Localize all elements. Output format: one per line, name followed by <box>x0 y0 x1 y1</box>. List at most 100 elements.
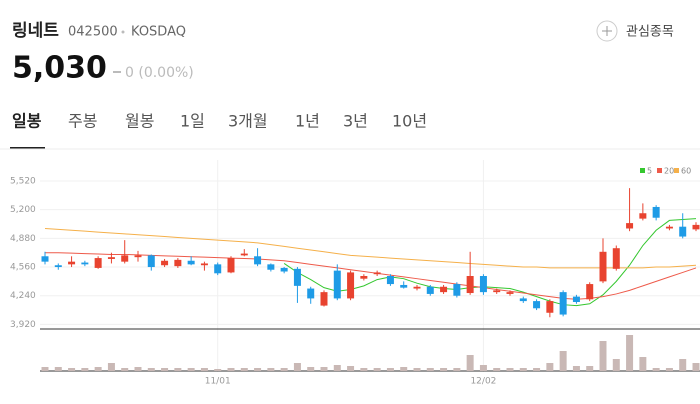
volume-bar <box>227 368 235 371</box>
candle-body <box>440 286 448 293</box>
candle-body <box>506 292 514 294</box>
y-tick-label: 3,920 <box>10 320 36 330</box>
stock-code: 042500 <box>68 25 118 40</box>
volume-bar <box>280 368 288 371</box>
tabs: 일봉 주봉 월봉 1일 3개월 1년 3년 10년 <box>12 112 427 131</box>
candle-body <box>187 260 195 265</box>
candle-body <box>466 276 474 294</box>
ma-line <box>44 227 697 269</box>
legend-swatch <box>640 168 645 173</box>
volume-bar <box>347 366 355 371</box>
volume-bar <box>147 368 155 371</box>
volume-bar <box>41 367 49 371</box>
volume-bar <box>692 363 700 371</box>
plus <box>602 26 612 36</box>
candle-body <box>413 286 421 289</box>
stock-name: 링네트 <box>12 21 59 41</box>
volume-bar <box>612 359 620 371</box>
y-tick-label: 4,560 <box>10 263 36 273</box>
tab[interactable]: 3년 <box>343 112 368 131</box>
candle-body <box>94 258 102 268</box>
volume-bar <box>187 368 195 371</box>
ma-line <box>45 252 697 300</box>
volume-bar <box>54 367 62 371</box>
candle-body <box>227 258 235 273</box>
volume-bar <box>599 341 607 371</box>
volume-bar <box>320 367 328 371</box>
legend-swatch <box>674 168 679 173</box>
candle-body <box>665 226 673 229</box>
tab[interactable]: 주봉 <box>68 112 97 131</box>
tab[interactable]: 10년 <box>392 112 427 131</box>
x-tick-label: 11/01 <box>205 377 231 387</box>
legend-label: 60 <box>681 167 691 176</box>
candle-body <box>147 255 155 268</box>
candle-body <box>493 290 501 293</box>
volume-bar <box>652 368 660 371</box>
volume-bar <box>400 367 408 371</box>
tab[interactable]: 1년 <box>295 112 320 131</box>
candle-body <box>307 288 315 299</box>
candle-body <box>267 264 275 270</box>
candle-body <box>559 292 567 315</box>
watch-button[interactable]: 관심종목 <box>626 25 674 40</box>
legend-label: 20 <box>664 167 674 176</box>
candle-body <box>479 276 487 293</box>
candle-body <box>107 257 115 259</box>
volume-bar <box>267 368 275 371</box>
candle-body <box>626 223 634 229</box>
volume-bar <box>174 368 182 371</box>
y-tick-label: 5,520 <box>10 176 36 186</box>
volume-bar <box>240 368 248 371</box>
candle-body <box>533 301 541 309</box>
candle-body <box>41 256 49 262</box>
watch-icon[interactable] <box>596 20 618 42</box>
dot <box>121 30 125 34</box>
candle-body <box>692 224 700 230</box>
volume-bar <box>493 368 501 371</box>
ma-line <box>283 218 697 307</box>
volume-bar <box>679 359 687 371</box>
volume-bar <box>426 368 434 371</box>
candle-body <box>519 298 527 302</box>
volume-bar <box>626 335 634 371</box>
candle-body <box>161 260 169 266</box>
volume-bar <box>121 368 129 371</box>
y-tick-label: 5,200 <box>10 205 36 215</box>
volume-bar <box>200 368 208 371</box>
volume-bar <box>572 366 580 371</box>
candle-body <box>572 296 580 302</box>
volume-bar <box>466 355 474 371</box>
tab[interactable]: 3개월 <box>228 112 268 131</box>
candle-body <box>54 265 62 268</box>
tab[interactable]: 1일 <box>180 112 205 131</box>
candle-body <box>333 270 341 299</box>
tab[interactable]: 월봉 <box>125 112 154 131</box>
candle-body <box>214 264 222 274</box>
volume-bar <box>586 366 594 371</box>
volume-bar <box>386 368 394 371</box>
candle-body <box>293 268 301 286</box>
candle-body <box>546 301 554 313</box>
candle-body <box>81 262 89 265</box>
volume-bar <box>214 369 222 371</box>
volume-bar <box>559 351 567 371</box>
volume-bar <box>373 368 381 371</box>
volume-bar <box>333 365 341 371</box>
volume-bar <box>81 368 89 371</box>
volume-bar <box>519 368 527 371</box>
candle-body <box>639 213 647 219</box>
volume-bar <box>293 363 301 371</box>
volume-bar <box>506 368 514 371</box>
candle-body <box>652 206 660 218</box>
candle-body <box>347 272 355 299</box>
volume-bar <box>413 368 421 371</box>
tab[interactable]: 일봉 <box>12 112 42 131</box>
candle-body <box>386 276 394 285</box>
candle-body <box>599 251 607 282</box>
volume-bar <box>107 363 115 371</box>
candle-body <box>121 255 129 262</box>
x-tick-label: 12/02 <box>470 377 496 387</box>
candle-body <box>174 259 182 267</box>
